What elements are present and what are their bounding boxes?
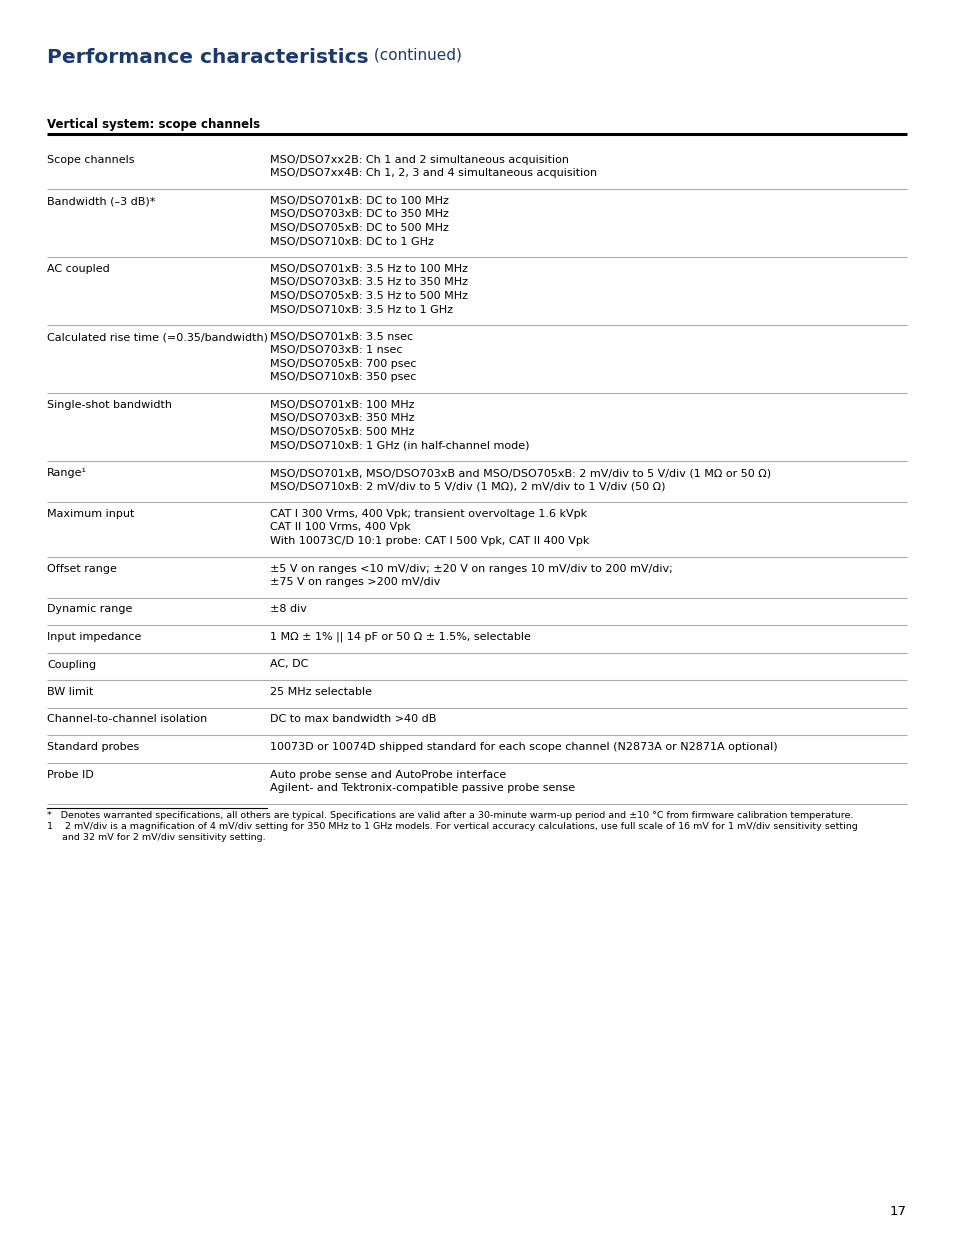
Text: MSO/DSO705xB: 3.5 Hz to 500 MHz: MSO/DSO705xB: 3.5 Hz to 500 MHz bbox=[270, 291, 468, 301]
Text: 1 MΩ ± 1% || 14 pF or 50 Ω ± 1.5%, selectable: 1 MΩ ± 1% || 14 pF or 50 Ω ± 1.5%, selec… bbox=[270, 632, 530, 642]
Text: MSO/DSO701xB, MSO/DSO703xB and MSO/DSO705xB: 2 mV/div to 5 V/div (1 MΩ or 50 Ω): MSO/DSO701xB, MSO/DSO703xB and MSO/DSO70… bbox=[270, 468, 770, 478]
Text: MSO/DSO703xB: DC to 350 MHz: MSO/DSO703xB: DC to 350 MHz bbox=[270, 210, 449, 220]
Text: AC, DC: AC, DC bbox=[270, 659, 308, 669]
Text: Single-shot bandwidth: Single-shot bandwidth bbox=[47, 400, 172, 410]
Text: CAT II 100 Vrms, 400 Vpk: CAT II 100 Vrms, 400 Vpk bbox=[270, 522, 410, 532]
Text: With 10073C/D 10:1 probe: CAT I 500 Vpk, CAT II 400 Vpk: With 10073C/D 10:1 probe: CAT I 500 Vpk,… bbox=[270, 536, 589, 546]
Text: 25 MHz selectable: 25 MHz selectable bbox=[270, 687, 372, 697]
Text: MSO/DSO703xB: 1 nsec: MSO/DSO703xB: 1 nsec bbox=[270, 346, 402, 356]
Text: DC to max bandwidth >40 dB: DC to max bandwidth >40 dB bbox=[270, 715, 436, 725]
Text: MSO/DSO705xB: 500 MHz: MSO/DSO705xB: 500 MHz bbox=[270, 427, 414, 437]
Text: Agilent- and Tektronix-compatible passive probe sense: Agilent- and Tektronix-compatible passiv… bbox=[270, 783, 575, 793]
Text: MSO/DSO705xB: 700 psec: MSO/DSO705xB: 700 psec bbox=[270, 359, 416, 369]
Text: Bandwidth (–3 dB)*: Bandwidth (–3 dB)* bbox=[47, 196, 155, 206]
Text: MSO/DSO710xB: DC to 1 GHz: MSO/DSO710xB: DC to 1 GHz bbox=[270, 236, 434, 247]
Text: MSO/DSO701xB: 3.5 nsec: MSO/DSO701xB: 3.5 nsec bbox=[270, 332, 413, 342]
Text: MSO/DSO710xB: 3.5 Hz to 1 GHz: MSO/DSO710xB: 3.5 Hz to 1 GHz bbox=[270, 305, 453, 315]
Text: Coupling: Coupling bbox=[47, 659, 96, 669]
Text: 1    2 mV/div is a magnification of 4 mV/div setting for 350 MHz to 1 GHz models: 1 2 mV/div is a magnification of 4 mV/di… bbox=[47, 823, 857, 831]
Text: Offset range: Offset range bbox=[47, 563, 117, 573]
Text: and 32 mV for 2 mV/div sensitivity setting.: and 32 mV for 2 mV/div sensitivity setti… bbox=[47, 832, 265, 841]
Text: MSO/DSO7xx4B: Ch 1, 2, 3 and 4 simultaneous acquisition: MSO/DSO7xx4B: Ch 1, 2, 3 and 4 simultane… bbox=[270, 168, 597, 179]
Text: MSO/DSO701xB: 100 MHz: MSO/DSO701xB: 100 MHz bbox=[270, 400, 414, 410]
Text: MSO/DSO703xB: 350 MHz: MSO/DSO703xB: 350 MHz bbox=[270, 414, 414, 424]
Text: Auto probe sense and AutoProbe interface: Auto probe sense and AutoProbe interface bbox=[270, 769, 506, 779]
Text: Standard probes: Standard probes bbox=[47, 742, 139, 752]
Text: MSO/DSO701xB: 3.5 Hz to 100 MHz: MSO/DSO701xB: 3.5 Hz to 100 MHz bbox=[270, 264, 468, 274]
Text: Scope channels: Scope channels bbox=[47, 156, 134, 165]
Text: (continued): (continued) bbox=[368, 48, 461, 63]
Text: Performance characteristics: Performance characteristics bbox=[47, 48, 368, 67]
Text: Channel-to-channel isolation: Channel-to-channel isolation bbox=[47, 715, 207, 725]
Text: Probe ID: Probe ID bbox=[47, 769, 93, 779]
Text: MSO/DSO710xB: 2 mV/div to 5 V/div (1 MΩ), 2 mV/div to 1 V/div (50 Ω): MSO/DSO710xB: 2 mV/div to 5 V/div (1 MΩ)… bbox=[270, 482, 665, 492]
Text: 10073D or 10074D shipped standard for each scope channel (N2873A or N2871A optio: 10073D or 10074D shipped standard for ea… bbox=[270, 742, 777, 752]
Text: Range¹: Range¹ bbox=[47, 468, 87, 478]
Text: Input impedance: Input impedance bbox=[47, 632, 141, 642]
Text: Maximum input: Maximum input bbox=[47, 509, 134, 519]
Text: MSO/DSO710xB: 1 GHz (in half-channel mode): MSO/DSO710xB: 1 GHz (in half-channel mod… bbox=[270, 441, 529, 451]
Text: CAT I 300 Vrms, 400 Vpk; transient overvoltage 1.6 kVpk: CAT I 300 Vrms, 400 Vpk; transient overv… bbox=[270, 509, 586, 519]
Text: MSO/DSO703xB: 3.5 Hz to 350 MHz: MSO/DSO703xB: 3.5 Hz to 350 MHz bbox=[270, 278, 468, 288]
Text: AC coupled: AC coupled bbox=[47, 264, 110, 274]
Text: ±75 V on ranges >200 mV/div: ±75 V on ranges >200 mV/div bbox=[270, 577, 440, 587]
Text: ±5 V on ranges <10 mV/div; ±20 V on ranges 10 mV/div to 200 mV/div;: ±5 V on ranges <10 mV/div; ±20 V on rang… bbox=[270, 563, 672, 573]
Text: MSO/DSO7xx2B: Ch 1 and 2 simultaneous acquisition: MSO/DSO7xx2B: Ch 1 and 2 simultaneous ac… bbox=[270, 156, 568, 165]
Text: 17: 17 bbox=[889, 1205, 906, 1218]
Text: Vertical system: scope channels: Vertical system: scope channels bbox=[47, 119, 260, 131]
Text: MSO/DSO710xB: 350 psec: MSO/DSO710xB: 350 psec bbox=[270, 373, 416, 383]
Text: ±8 div: ±8 div bbox=[270, 604, 307, 615]
Text: *   Denotes warranted specifications, all others are typical. Specifications are: * Denotes warranted specifications, all … bbox=[47, 811, 853, 820]
Text: MSO/DSO701xB: DC to 100 MHz: MSO/DSO701xB: DC to 100 MHz bbox=[270, 196, 449, 206]
Text: BW limit: BW limit bbox=[47, 687, 93, 697]
Text: MSO/DSO705xB: DC to 500 MHz: MSO/DSO705xB: DC to 500 MHz bbox=[270, 224, 449, 233]
Text: Dynamic range: Dynamic range bbox=[47, 604, 132, 615]
Text: Calculated rise time (=0.35/bandwidth): Calculated rise time (=0.35/bandwidth) bbox=[47, 332, 268, 342]
